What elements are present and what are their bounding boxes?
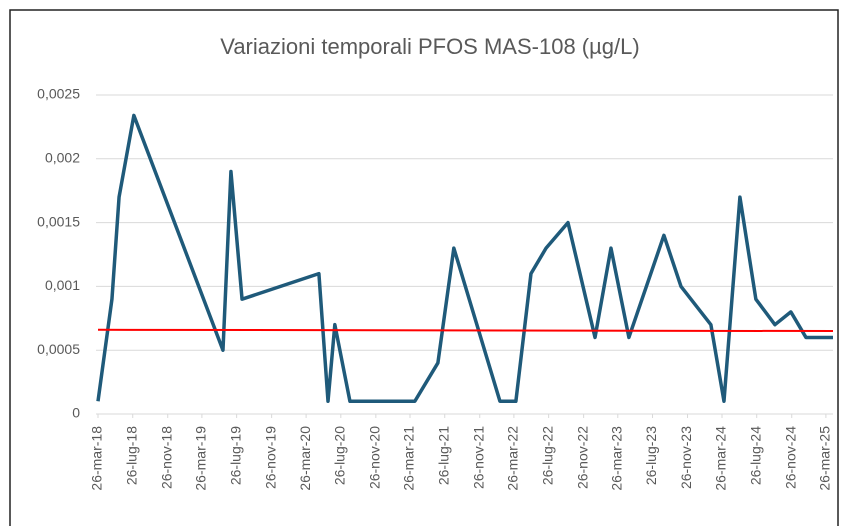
y-tick-label: 0,002	[45, 150, 80, 166]
x-tick-label: 26-mar-24	[713, 426, 729, 491]
x-tick-label: 26-lug-20	[332, 426, 348, 485]
x-tick-label: 26-nov-22	[574, 426, 590, 489]
line-series	[96, 113, 833, 403]
x-tick-label: 26-lug-21	[435, 426, 451, 485]
line-series	[97, 328, 834, 333]
x-tick-label: 26-mar-23	[608, 426, 624, 491]
x-tick-label: 26-lug-19	[227, 426, 243, 485]
x-tick-label: 26-mar-25	[817, 426, 833, 491]
y-tick-label: 0	[72, 405, 80, 421]
chart-frame	[9, 9, 839, 526]
x-tick-label: 26-nov-23	[678, 426, 694, 489]
x-tick-label: 26-nov-24	[782, 426, 798, 489]
chart-title: Variazioni temporali PFOS MAS-108 (µg/L)	[220, 34, 639, 59]
x-tick-label: 26-nov-19	[262, 426, 278, 489]
x-tick-label: 26-nov-20	[367, 426, 383, 489]
x-tick-label: 26-nov-21	[470, 426, 486, 489]
x-tick-label: 26-mar-21	[401, 426, 417, 491]
y-tick-label: 0,0005	[37, 341, 80, 357]
x-tick-label: 26-lug-24	[747, 426, 763, 485]
y-tick-label: 0,0015	[37, 213, 80, 229]
x-tick-label: 26-lug-22	[539, 426, 555, 485]
x-tick-label: 26-mar-19	[193, 426, 209, 491]
x-tick-label: 26-lug-23	[643, 426, 659, 485]
x-tick-label: 26-mar-20	[297, 426, 313, 491]
y-tick-label: 0,001	[45, 277, 80, 293]
y-tick-label: 0,0025	[37, 86, 80, 102]
x-tick-label: 26-nov-18	[158, 426, 174, 489]
x-tick-label: 26-lug-18	[123, 426, 139, 485]
x-tick-label: 26-mar-18	[89, 426, 105, 491]
x-tick-label: 26-mar-22	[505, 426, 521, 491]
